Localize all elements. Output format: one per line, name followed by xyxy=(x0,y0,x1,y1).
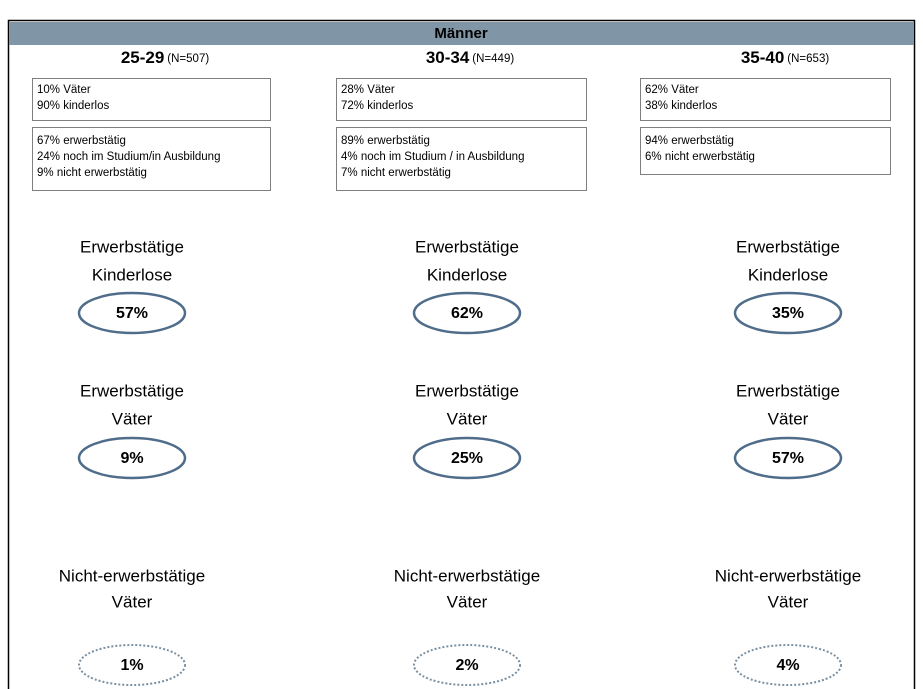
age-range: 35-40 xyxy=(741,48,784,67)
group-value: 1% xyxy=(120,657,143,674)
activity-box xyxy=(640,127,891,175)
group-value: 35% xyxy=(772,305,804,322)
value-ellipse xyxy=(413,644,521,686)
group-label: Erwerbstätige xyxy=(415,237,519,256)
group-label: Erwerbstätige xyxy=(80,237,184,256)
group-label: Erwerbstätige xyxy=(736,237,840,256)
group-label: Erwerbstätige xyxy=(415,381,519,400)
group-value: 57% xyxy=(772,450,804,467)
age-heading: 30-34 (N=449) xyxy=(426,48,515,67)
group-label: Väter xyxy=(112,409,153,428)
status-line: 28% Väter xyxy=(341,84,395,96)
header-title: Männer xyxy=(434,25,488,42)
activity-line: 67% erwerbstätig xyxy=(37,135,126,147)
group-value: 25% xyxy=(451,450,483,467)
group-label: Väter xyxy=(447,409,488,428)
activity-box xyxy=(32,127,271,191)
group-label: Väter xyxy=(768,409,809,428)
value-ellipse xyxy=(733,291,843,335)
group-value: 9% xyxy=(120,450,143,467)
status-line: 72% kinderlos xyxy=(341,100,413,112)
status-box xyxy=(640,78,891,121)
activity-line: 9% nicht erwerbstätig xyxy=(37,167,147,179)
age-heading: 25-29 (N=507) xyxy=(121,48,210,67)
sample-size: (N=507) xyxy=(167,53,209,65)
group-label: Erwerbstätige xyxy=(80,381,184,400)
status-line: 90% kinderlos xyxy=(37,100,109,112)
status-line: 62% Väter xyxy=(645,84,699,96)
activity-box xyxy=(336,127,587,191)
value-ellipse xyxy=(412,291,522,335)
group-value: 57% xyxy=(116,305,148,322)
status-line: 10% Väter xyxy=(37,84,91,96)
group-label: Nicht-erwerbstätige xyxy=(715,566,861,585)
group-value: 4% xyxy=(776,657,799,674)
group-value: 2% xyxy=(455,657,478,674)
group-label: Kinderlose xyxy=(92,265,172,284)
age-heading: 35-40 (N=653) xyxy=(741,48,830,67)
value-ellipse xyxy=(412,436,522,480)
value-ellipse xyxy=(78,644,186,686)
value-ellipse xyxy=(734,644,842,686)
group-label: Kinderlose xyxy=(748,265,828,284)
group-label: Väter xyxy=(768,592,809,611)
activity-line: 24% noch im Studium/in Ausbildung xyxy=(37,151,220,163)
header-bar xyxy=(9,22,914,45)
group-label: Väter xyxy=(447,592,488,611)
value-ellipse xyxy=(77,291,187,335)
group-label: Väter xyxy=(112,592,153,611)
group-label: Nicht-erwerbstätige xyxy=(59,566,205,585)
sample-size: (N=449) xyxy=(472,53,514,65)
status-box xyxy=(336,78,587,121)
group-label: Nicht-erwerbstätige xyxy=(394,566,540,585)
activity-line: 4% noch im Studium / in Ausbildung xyxy=(341,151,524,163)
sample-size: (N=653) xyxy=(787,53,829,65)
activity-line: 89% erwerbstätig xyxy=(341,135,430,147)
activity-line: 6% nicht erwerbstätig xyxy=(645,151,755,163)
value-ellipse xyxy=(733,436,843,480)
activity-line: 7% nicht erwerbstätig xyxy=(341,167,451,179)
group-label: Erwerbstätige xyxy=(736,381,840,400)
activity-line: 94% erwerbstätig xyxy=(645,135,734,147)
status-box xyxy=(32,78,271,121)
group-value: 62% xyxy=(451,305,483,322)
age-range: 25-29 xyxy=(121,48,164,67)
status-line: 38% kinderlos xyxy=(645,100,717,112)
value-ellipse xyxy=(77,436,187,480)
age-range: 30-34 xyxy=(426,48,470,67)
group-label: Kinderlose xyxy=(427,265,507,284)
